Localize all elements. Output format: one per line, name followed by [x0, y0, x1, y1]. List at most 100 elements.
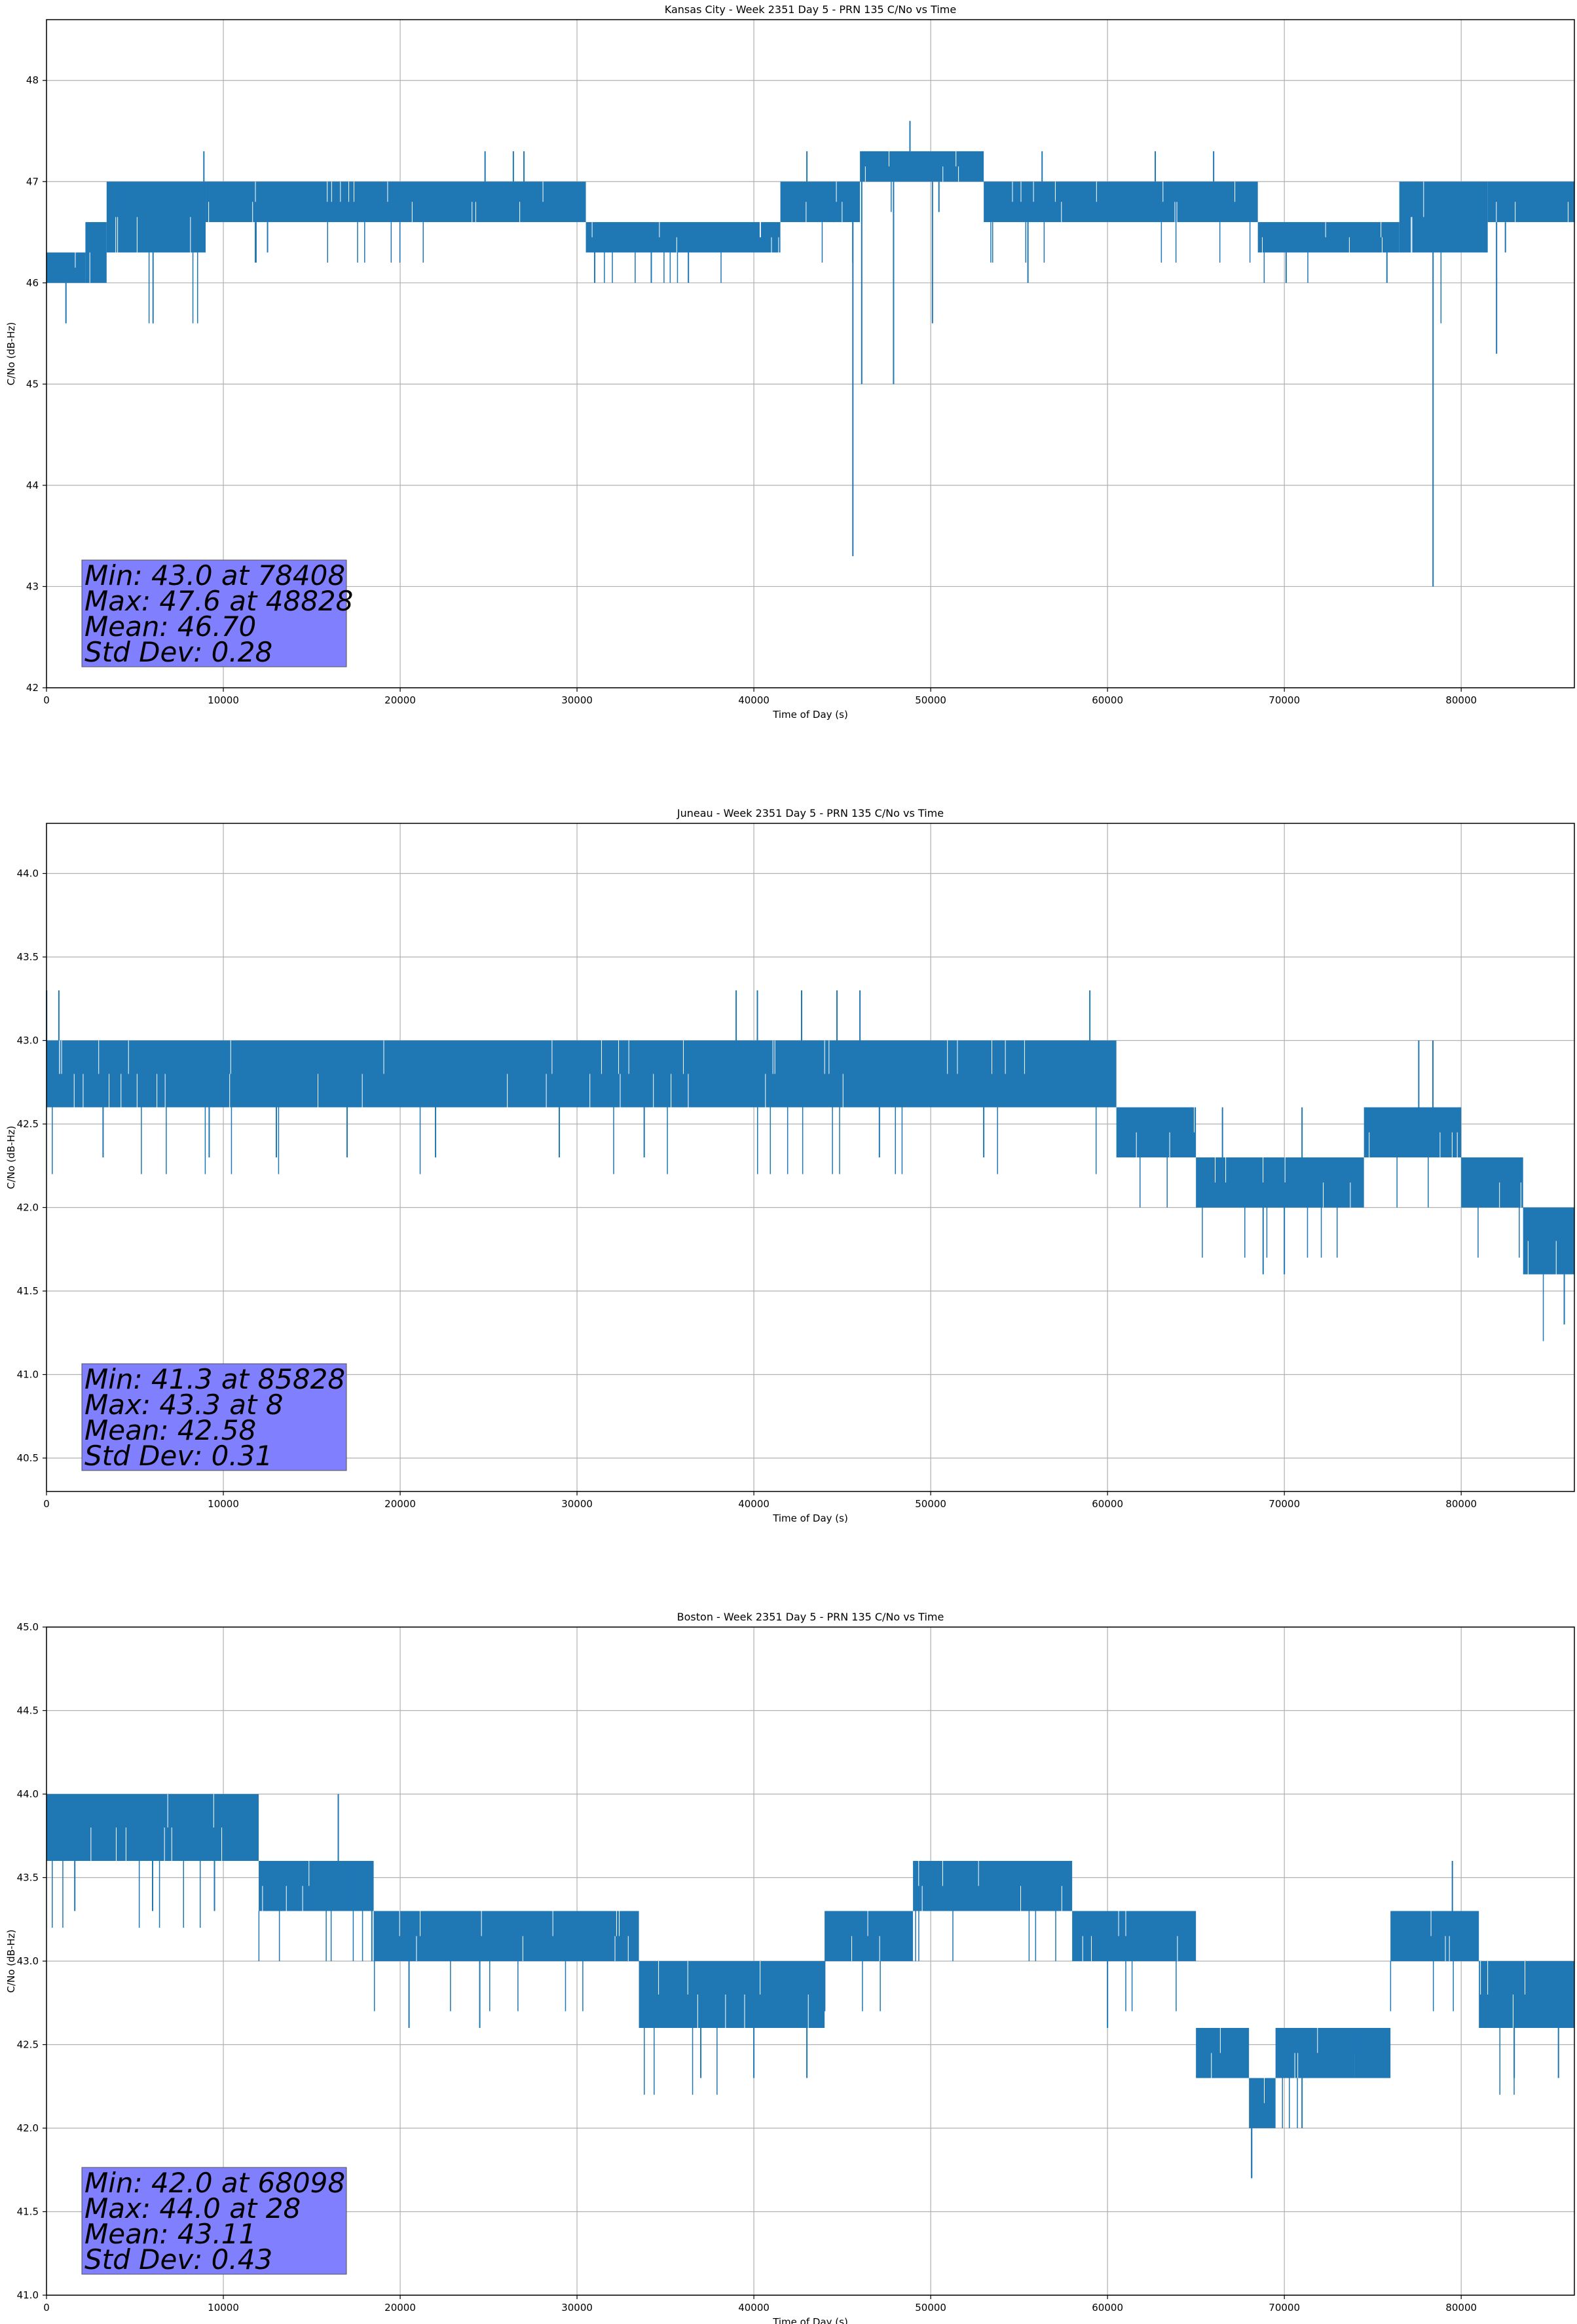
stats-box-background [81, 2167, 347, 2275]
data-band [1390, 1911, 1479, 1961]
series-line [46, 990, 1574, 1341]
y-tick-label: 41.5 [17, 2206, 39, 2218]
y-tick-label: 40.5 [17, 1452, 39, 1464]
stats-line: Std Dev: 0.31 [84, 1440, 272, 1472]
data-band [1275, 2028, 1391, 2078]
data-band [1196, 2028, 1250, 2078]
y-tick-label: 44.5 [17, 1705, 39, 1717]
x-tick-label: 80000 [1445, 1498, 1477, 1510]
series-line [46, 121, 1574, 587]
y-axis-label: C/No (dB-Hz) [5, 1126, 17, 1190]
x-tick-label: 80000 [1445, 694, 1477, 706]
data-band [46, 252, 86, 283]
stats-line: Mean: 42.58 [84, 1414, 256, 1446]
data-band [825, 1911, 914, 1961]
y-tick-label: 42.0 [17, 2122, 39, 2134]
data-band [1364, 1107, 1462, 1157]
y-axis-label: C/No (dB-Hz) [5, 322, 17, 386]
stats-line: Max: 44.0 at 28 [84, 2192, 301, 2224]
y-tick-label: 42.5 [17, 1118, 39, 1130]
x-axis-label: Time of Day (s) [772, 2316, 848, 2324]
y-tick-label: 43 [26, 580, 39, 592]
y-tick-label: 46 [26, 277, 39, 289]
x-tick-label: 50000 [915, 1498, 946, 1510]
x-tick-label: 50000 [915, 694, 946, 706]
data-band [46, 1040, 1117, 1108]
data-band [1399, 181, 1488, 253]
data-band [106, 181, 206, 253]
data-band [1249, 2078, 1276, 2128]
data-band [984, 181, 1258, 223]
x-tick-label: 70000 [1269, 694, 1300, 706]
chart-title: Boston - Week 2351 Day 5 - PRN 135 C/No … [677, 1611, 944, 1623]
stats-line: Max: 43.3 at 8 [84, 1389, 283, 1421]
stats-line: Min: 43.0 at 78408 [84, 559, 345, 591]
x-tick-label: 20000 [384, 2302, 416, 2314]
y-tick-label: 44.0 [17, 1788, 39, 1800]
x-tick-label: 40000 [738, 1498, 770, 1510]
chart-panel: Juneau - Week 2351 Day 5 - PRN 135 C/No … [5, 807, 1575, 1524]
x-tick-label: 20000 [384, 1498, 416, 1510]
stats-line: Mean: 43.11 [84, 2218, 256, 2250]
x-tick-label: 10000 [208, 694, 239, 706]
data-band [1461, 1157, 1523, 1208]
x-tick-label: 50000 [915, 2302, 946, 2314]
plot-frame [46, 19, 1575, 688]
x-tick-label: 20000 [384, 694, 416, 706]
y-tick-label: 42.0 [17, 1202, 39, 1214]
x-tick-label: 70000 [1269, 1498, 1300, 1510]
y-tick-label: 41.0 [17, 2289, 39, 2301]
y-tick-label: 42 [26, 682, 39, 694]
stats-line: Max: 47.6 at 48828 [84, 585, 353, 617]
data-band [1487, 181, 1574, 223]
data-band [860, 151, 984, 182]
y-tick-label: 44.0 [17, 868, 39, 880]
y-tick-label: 45 [26, 378, 39, 390]
chart-panel: Boston - Week 2351 Day 5 - PRN 135 C/No … [5, 1611, 1575, 2324]
y-tick-label: 41.5 [17, 1285, 39, 1297]
stats-line: Std Dev: 0.43 [84, 2243, 272, 2276]
data-band [1116, 1107, 1197, 1157]
y-axis-label: C/No (dB-Hz) [5, 1930, 17, 1993]
data-band [1479, 1961, 1574, 2028]
data-band [913, 1861, 1073, 1911]
data-band [373, 1911, 639, 1961]
stats-line: Std Dev: 0.28 [84, 636, 272, 668]
data-band [639, 1961, 825, 2028]
series-line [46, 1794, 1574, 2179]
y-tick-label: 43.0 [17, 1035, 39, 1047]
plot-frame [46, 823, 1575, 1492]
y-tick-label: 44 [26, 479, 39, 491]
x-axis-label: Time of Day (s) [772, 709, 848, 721]
y-tick-label: 43.5 [17, 1872, 39, 1884]
y-tick-label: 43.0 [17, 1955, 39, 1967]
x-tick-label: 40000 [738, 2302, 770, 2314]
y-tick-label: 45.0 [17, 1621, 39, 1633]
x-tick-label: 60000 [1092, 1498, 1123, 1510]
stats-line: Min: 42.0 at 68098 [84, 2167, 345, 2199]
stats-box-background [81, 559, 347, 667]
x-tick-label: 70000 [1269, 2302, 1300, 2314]
x-tick-label: 10000 [208, 2302, 239, 2314]
stats-line: Min: 41.3 at 85828 [84, 1363, 345, 1395]
data-band [46, 1794, 259, 1861]
x-tick-label: 80000 [1445, 2302, 1477, 2314]
y-tick-label: 42.5 [17, 2039, 39, 2051]
data-band [1196, 1157, 1364, 1208]
data-band [1523, 1207, 1574, 1275]
x-tick-label: 0 [43, 694, 50, 706]
x-tick-label: 10000 [208, 1498, 239, 1510]
y-tick-label: 47 [26, 176, 39, 187]
data-band [206, 181, 586, 223]
x-tick-label: 60000 [1092, 2302, 1123, 2314]
data-band [780, 181, 861, 223]
data-band [585, 222, 781, 253]
y-tick-label: 48 [26, 75, 39, 86]
x-tick-label: 30000 [561, 1498, 593, 1510]
x-tick-label: 30000 [561, 694, 593, 706]
data-band [85, 222, 107, 283]
